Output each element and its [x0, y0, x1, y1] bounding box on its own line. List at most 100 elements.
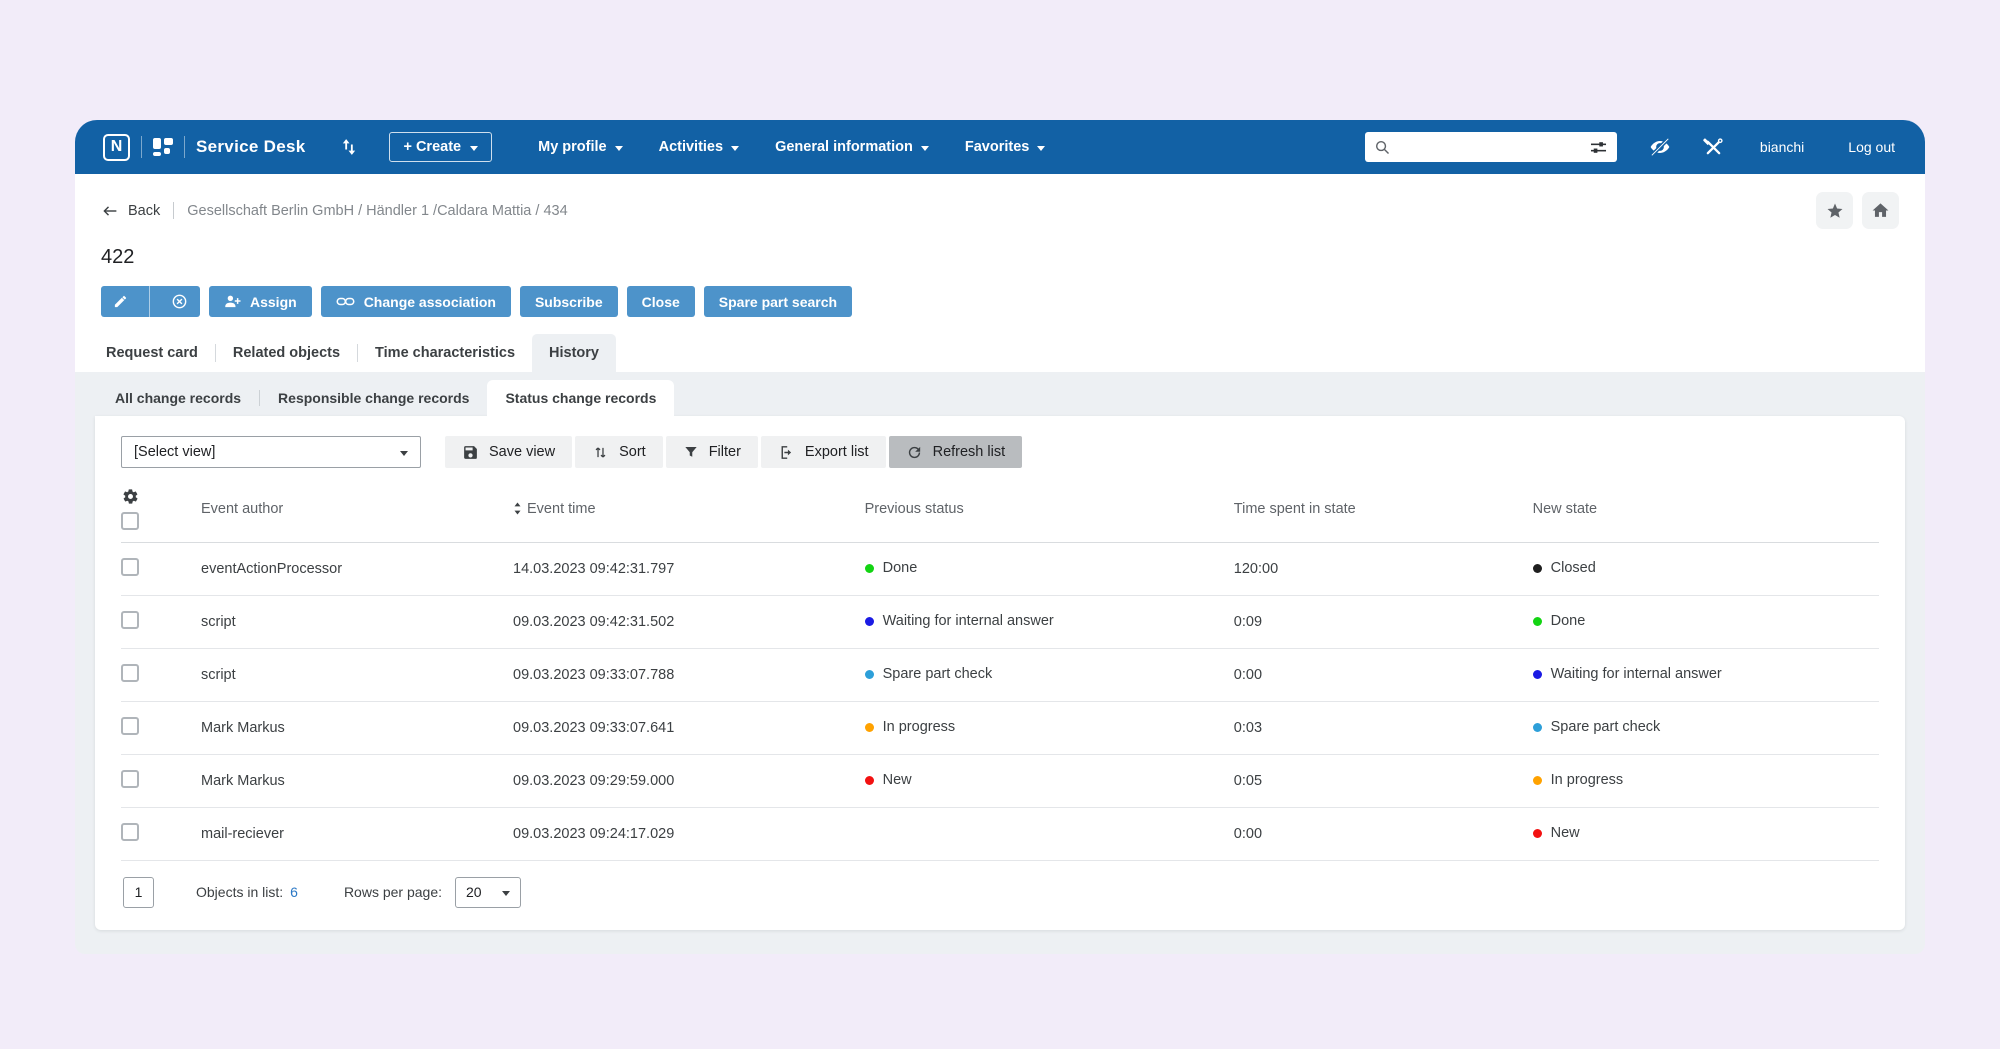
select-all-checkbox[interactable] — [121, 512, 139, 530]
page-title: 422 — [75, 229, 1925, 269]
nav-item-activities[interactable]: Activities — [659, 139, 739, 155]
table-row[interactable]: script 09.03.2023 09:42:31.502 Waiting f… — [121, 595, 1879, 648]
logout-link[interactable]: Log out — [1848, 139, 1895, 155]
records-card: [Select view] Save view Sort — [95, 416, 1905, 930]
circle-x-icon — [171, 293, 188, 310]
gear-icon[interactable] — [122, 488, 139, 505]
create-button[interactable]: + Create — [389, 132, 492, 162]
export-list-button[interactable]: Export list — [761, 436, 886, 468]
rows-per-page-value: 20 — [466, 884, 482, 900]
table-row[interactable]: mail-reciever 09.03.2023 09:24:17.029 0:… — [121, 807, 1879, 860]
favorite-button[interactable] — [1816, 192, 1853, 229]
nav-menu: My profile Activities General information F… — [502, 139, 1045, 155]
nav-item-favorites[interactable]: Favorites — [965, 139, 1045, 155]
column-header-time-spent[interactable]: Time spent in state — [1234, 484, 1533, 542]
brand-title: Service Desk — [196, 137, 305, 157]
filter-button[interactable]: Filter — [666, 436, 758, 468]
subtab-all-change-records[interactable]: All change records — [97, 380, 259, 416]
sort-button[interactable]: Sort — [575, 436, 663, 468]
close-button[interactable]: Close — [627, 286, 695, 317]
breadcrumb-path[interactable]: Gesellschaft Berlin GmbH / Händler 1 /Ca… — [187, 203, 567, 219]
row-checkbox[interactable] — [121, 558, 139, 576]
cell-event-author: Mark Markus — [179, 701, 513, 754]
status-dot — [1533, 829, 1542, 838]
select-view-dropdown[interactable]: [Select view] — [121, 436, 421, 468]
tab-history[interactable]: History — [532, 334, 616, 372]
swap-vertical-icon[interactable] — [339, 136, 359, 158]
column-header-event-time[interactable]: Event time — [513, 484, 865, 542]
row-checkbox[interactable] — [121, 770, 139, 788]
person-plus-icon — [224, 293, 241, 310]
cell-new-state: Spare part check — [1533, 701, 1879, 754]
filter-sliders-icon[interactable] — [1589, 138, 1608, 157]
refresh-list-button[interactable]: Refresh list — [889, 436, 1023, 468]
cell-time-spent: 120:00 — [1234, 542, 1533, 595]
table-row[interactable]: Mark Markus 09.03.2023 09:33:07.641 In p… — [121, 701, 1879, 754]
row-checkbox[interactable] — [121, 611, 139, 629]
row-checkbox[interactable] — [121, 664, 139, 682]
cancel-button[interactable] — [159, 286, 200, 317]
back-button[interactable]: Back — [101, 202, 160, 220]
cell-new-state: In progress — [1533, 754, 1879, 807]
spare-part-search-button[interactable]: Spare part search — [704, 286, 852, 317]
status-dot — [1533, 776, 1542, 785]
assign-button[interactable]: Assign — [209, 286, 312, 317]
sort-indicator-icon — [513, 501, 522, 516]
change-association-button[interactable]: Change association — [321, 286, 511, 317]
cell-time-spent: 0:09 — [1234, 595, 1533, 648]
filter-label: Filter — [709, 444, 741, 460]
edit-delete-button-group — [101, 286, 200, 317]
table-body: eventActionProcessor 14.03.2023 09:42:31… — [121, 542, 1879, 860]
page: N Service Desk + Create My profile Activi… — [0, 0, 2000, 1049]
rows-per-page-select[interactable]: 20 — [455, 877, 521, 908]
column-header-event-author[interactable]: Event author — [179, 484, 513, 542]
cell-new-state: Waiting for internal answer — [1533, 648, 1879, 701]
search-box[interactable] — [1365, 132, 1617, 162]
chevron-down-icon — [1037, 146, 1045, 151]
table-row[interactable]: eventActionProcessor 14.03.2023 09:42:31… — [121, 542, 1879, 595]
top-navbar: N Service Desk + Create My profile Activi… — [75, 120, 1925, 174]
chevron-down-icon — [502, 891, 510, 896]
home-button[interactable] — [1862, 192, 1899, 229]
page-number-button[interactable]: 1 — [123, 877, 154, 908]
back-arrow-icon — [101, 202, 119, 220]
cell-event-author: script — [179, 595, 513, 648]
edit-button[interactable] — [101, 286, 140, 317]
apps-grid-icon[interactable] — [153, 137, 173, 157]
main-panel: N Service Desk + Create My profile Activi… — [75, 120, 1925, 954]
row-checkbox[interactable] — [121, 823, 139, 841]
column-header-new-state[interactable]: New state — [1533, 484, 1879, 542]
save-view-button[interactable]: Save view — [445, 436, 572, 468]
visibility-off-icon[interactable] — [1649, 136, 1671, 158]
column-header-previous-status[interactable]: Previous status — [865, 484, 1234, 542]
funnel-icon — [683, 444, 699, 460]
admin-tools-icon[interactable] — [1703, 137, 1724, 158]
refresh-list-label: Refresh list — [933, 444, 1006, 460]
username[interactable]: bianchi — [1760, 139, 1804, 155]
objects-count[interactable]: 6 — [290, 884, 298, 900]
create-button-label: + Create — [403, 139, 461, 155]
row-checkbox[interactable] — [121, 717, 139, 735]
subtabs-bar: All change recordsResponsible change rec… — [95, 380, 1905, 416]
nav-item-my-profile[interactable]: My profile — [538, 139, 622, 155]
subscribe-button[interactable]: Subscribe — [520, 286, 618, 317]
subtab-responsible-change-records[interactable]: Responsible change records — [260, 380, 487, 416]
cell-time-spent: 0:00 — [1234, 807, 1533, 860]
status-dot — [865, 670, 874, 679]
search-input[interactable] — [1397, 138, 1589, 156]
tab-related-objects[interactable]: Related objects — [216, 334, 357, 372]
status-dot — [865, 723, 874, 732]
subtab-status-change-records[interactable]: Status change records — [487, 380, 674, 416]
tab-request-card[interactable]: Request card — [89, 334, 215, 372]
chevron-down-icon — [470, 146, 478, 151]
table-row[interactable]: Mark Markus 09.03.2023 09:29:59.000 New … — [121, 754, 1879, 807]
nav-item-general-information[interactable]: General information — [775, 139, 929, 155]
cell-event-time: 09.03.2023 09:33:07.641 — [513, 701, 865, 754]
chevron-down-icon — [615, 146, 623, 151]
tab-time-characteristics[interactable]: Time characteristics — [358, 334, 532, 372]
actions-toolbar: Assign Change association Subscribe Close Sp… — [75, 269, 1925, 317]
table-row[interactable]: script 09.03.2023 09:33:07.788 Spare par… — [121, 648, 1879, 701]
sort-label: Sort — [619, 444, 646, 460]
app-logo[interactable]: N — [103, 134, 130, 161]
cell-event-author: mail-reciever — [179, 807, 513, 860]
